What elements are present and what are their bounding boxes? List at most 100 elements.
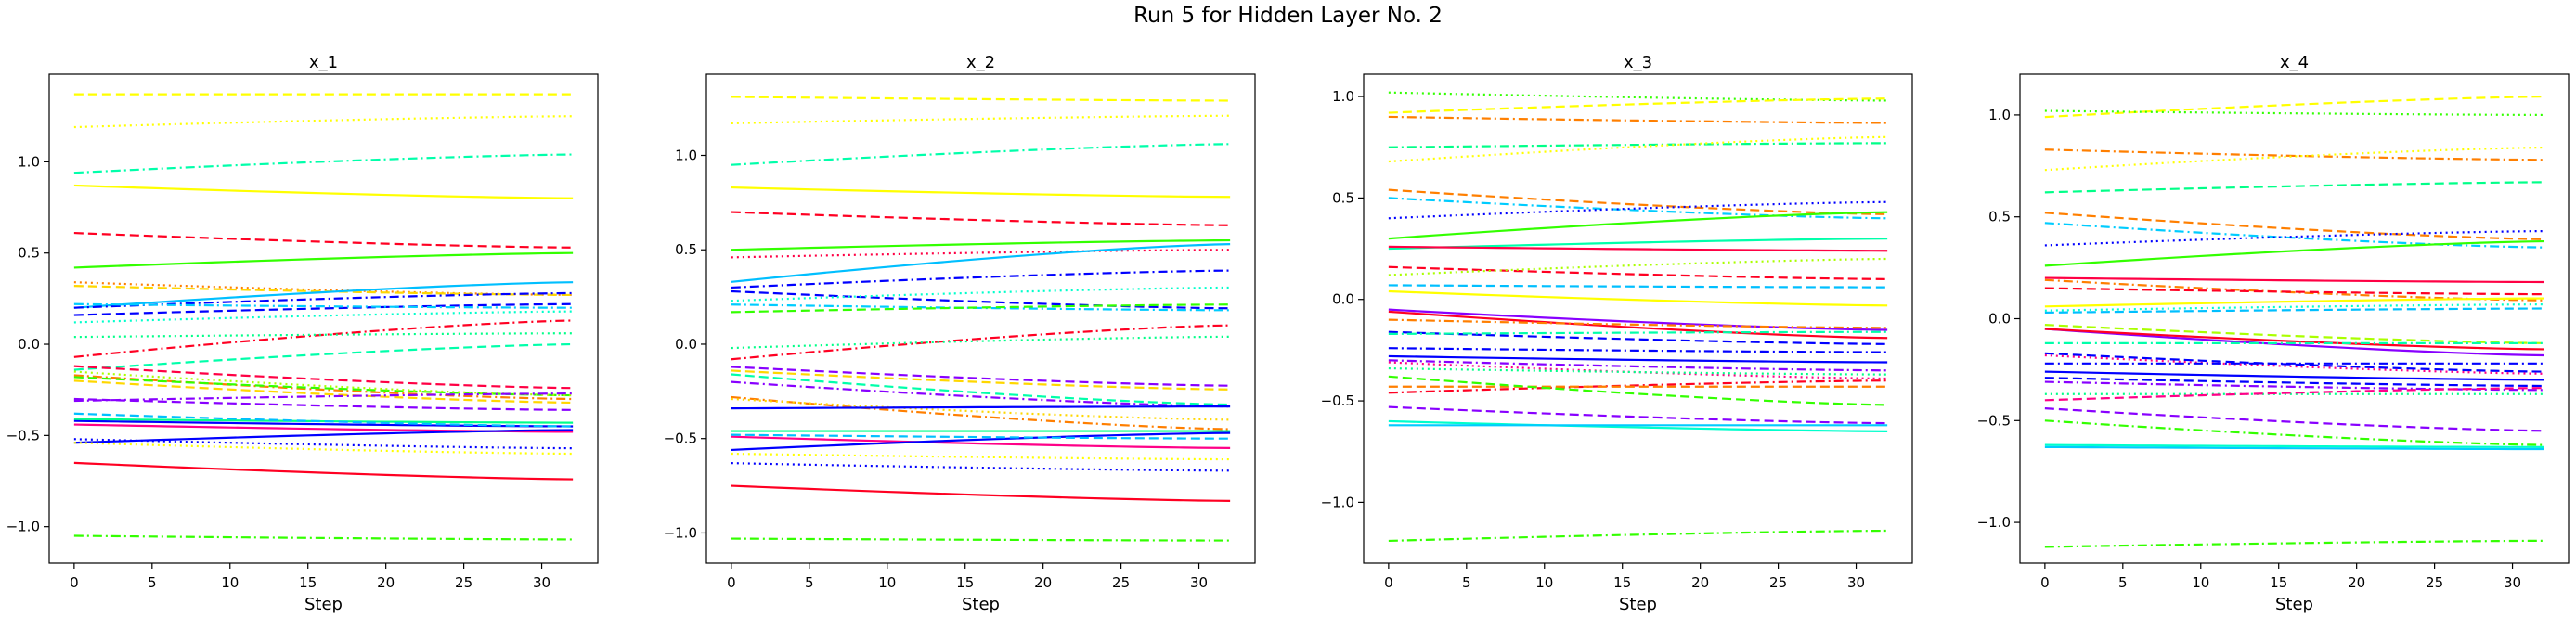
series-line-24 — [731, 435, 1231, 449]
plot-frame — [2019, 73, 2570, 564]
series-line-32 — [73, 534, 574, 541]
series-line-6 — [2044, 212, 2544, 240]
series-line-9 — [2044, 239, 2544, 267]
subplot-3: 0 5 10 15 20 25 30 −1.0 −0.5 0.0 0.5 1.0 x_3 Step — [1321, 53, 1913, 614]
x-tick-label: 30 — [533, 574, 550, 591]
series-line-18 — [2044, 328, 2544, 351]
x-axis-label: Step — [962, 595, 1000, 614]
series-line-29 — [1388, 405, 1888, 425]
series-line-30 — [731, 537, 1231, 542]
series-line-3 — [1388, 115, 1888, 124]
series-line-7 — [2044, 222, 2544, 249]
series-line-9 — [731, 269, 1231, 289]
y-tick-label: 0.0 — [18, 336, 40, 353]
series-line-25 — [731, 431, 1231, 452]
subplot-4: 0 5 10 15 20 25 30 −1.0 −0.5 0.0 0.5 1.0 x_4 Step — [1977, 53, 2570, 614]
x-tick-label: 15 — [299, 574, 317, 591]
series-line-18 — [73, 374, 574, 401]
x-tick-label: 30 — [2504, 574, 2521, 591]
series-line-22 — [73, 392, 574, 403]
series-line-24 — [1388, 361, 1888, 380]
series-line-27 — [731, 452, 1231, 461]
series-line-1 — [731, 96, 1231, 102]
plot-frame — [705, 73, 1256, 564]
y-tick-label: 1.0 — [1988, 107, 2011, 123]
y-tick-label: −0.5 — [6, 427, 40, 443]
series-line-18 — [731, 373, 1231, 406]
series-line-28 — [2044, 407, 2544, 432]
y-tick-label: −0.5 — [1321, 392, 1354, 409]
series-line-5 — [73, 231, 574, 249]
x-tick-label: 15 — [2270, 574, 2287, 591]
series-group — [1388, 91, 1888, 543]
series-line-13 — [1388, 289, 1888, 307]
series-line-10 — [1388, 238, 1888, 251]
y-tick-label: 0.5 — [1988, 209, 2011, 225]
x-tick-label: 10 — [2192, 574, 2209, 591]
subplot-title: x_3 — [1624, 53, 1652, 72]
x-tick-label: 5 — [2118, 574, 2128, 591]
series-line-31 — [2044, 445, 2544, 451]
series-line-29 — [2044, 419, 2544, 446]
series-line-20 — [731, 395, 1231, 431]
series-group — [73, 93, 574, 541]
series-line-25 — [1388, 366, 1888, 376]
x-tick-label: 0 — [2040, 574, 2050, 591]
x-tick-label: 25 — [1112, 574, 1130, 591]
series-line-32 — [1388, 529, 1888, 543]
plot-frame — [48, 73, 599, 564]
x-tick-label: 30 — [1847, 574, 1865, 591]
x-tick-label: 15 — [1613, 574, 1631, 591]
series-line-6 — [73, 251, 574, 269]
subplot-2: 0 5 10 15 20 25 30 −1.0 −0.5 0.0 0.5 1.0 x_2 Step — [664, 53, 1256, 614]
x-tick-label: 20 — [1034, 574, 1052, 591]
y-tick-label: 0.0 — [675, 336, 697, 353]
series-line-9 — [73, 281, 574, 309]
series-line-16 — [731, 366, 1231, 387]
x-tick-label: 10 — [221, 574, 239, 591]
x-tick-label: 20 — [377, 574, 395, 591]
series-line-18 — [1388, 318, 1888, 329]
x-tick-label: 5 — [805, 574, 814, 591]
series-line-29 — [731, 484, 1231, 502]
series-line-16 — [73, 342, 574, 371]
series-group — [731, 96, 1231, 542]
series-group — [2044, 96, 2544, 548]
y-tick-label: −0.5 — [1977, 412, 2011, 429]
series-line-20 — [1388, 330, 1888, 335]
series-line-4 — [73, 184, 574, 199]
y-tick-label: 1.0 — [18, 153, 40, 170]
y-tick-label: 0.5 — [1332, 189, 1354, 206]
series-line-24 — [73, 419, 574, 428]
figure-title: Run 5 for Hidden Layer No. 2 — [1133, 4, 1443, 28]
x-tick-label: 5 — [1462, 574, 1471, 591]
y-tick-label: 1.0 — [1332, 88, 1354, 105]
y-tick-label: −0.5 — [664, 431, 697, 447]
series-line-14 — [731, 324, 1231, 361]
series-line-10 — [2044, 276, 2544, 284]
series-line-11 — [1388, 245, 1888, 252]
x-tick-label: 0 — [727, 574, 736, 591]
x-axis-label: Step — [304, 595, 343, 614]
series-line-8 — [73, 285, 574, 297]
series-line-5 — [2044, 181, 2544, 194]
series-line-12 — [731, 303, 1231, 312]
series-line-9 — [1388, 211, 1888, 240]
series-line-28 — [731, 462, 1231, 472]
subplot-title: x_1 — [309, 53, 338, 72]
x-tick-label: 25 — [2426, 574, 2443, 591]
series-line-23 — [2044, 370, 2544, 381]
y-tick-label: −1.0 — [664, 524, 697, 541]
series-line-22 — [1388, 354, 1888, 364]
series-line-15 — [2044, 307, 2544, 315]
series-line-25 — [2044, 380, 2544, 392]
series-line-17 — [2044, 328, 2544, 357]
y-tick-label: 0.0 — [1988, 311, 2011, 328]
series-line-17 — [1388, 310, 1888, 340]
x-tick-label: 0 — [70, 574, 79, 591]
y-tick-label: −1.0 — [1977, 514, 2011, 531]
series-line-21 — [1388, 347, 1888, 353]
series-line-4 — [731, 186, 1231, 199]
x-tick-label: 20 — [2348, 574, 2365, 591]
series-line-8 — [731, 243, 1231, 283]
